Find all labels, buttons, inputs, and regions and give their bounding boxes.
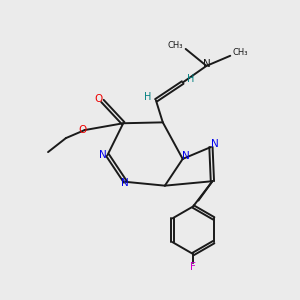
Text: N: N: [122, 178, 129, 188]
Text: H: H: [144, 92, 151, 102]
Text: O: O: [78, 125, 87, 135]
Text: N: N: [211, 139, 218, 149]
Text: CH₃: CH₃: [232, 48, 248, 57]
Text: N: N: [182, 151, 190, 161]
Text: H: H: [187, 74, 195, 84]
Text: O: O: [95, 94, 103, 104]
Text: CH₃: CH₃: [168, 41, 183, 50]
Text: N: N: [202, 58, 210, 68]
Text: F: F: [190, 262, 196, 272]
Text: N: N: [99, 150, 107, 160]
